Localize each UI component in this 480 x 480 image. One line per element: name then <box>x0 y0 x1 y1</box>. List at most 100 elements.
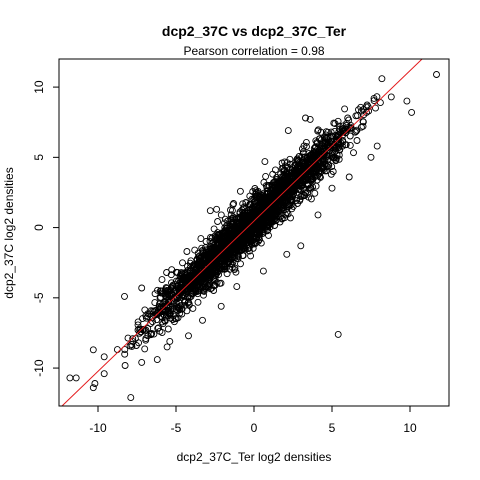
data-point-2214 <box>283 197 290 205</box>
data-point-1644 <box>307 184 315 192</box>
outlier-point-27 <box>147 330 155 338</box>
data-point-1112 <box>134 318 142 326</box>
outlier-point-58 <box>297 242 305 250</box>
data-point-958 <box>217 211 225 219</box>
data-point-2520 <box>148 330 156 337</box>
chart-subtitle: Pearson correlation = 0.98 <box>183 44 324 58</box>
data-point-2382 <box>164 286 172 294</box>
fit-line <box>61 59 423 406</box>
data-point-248 <box>124 334 132 342</box>
data-point-2478 <box>195 278 203 286</box>
outlier-point-59 <box>314 211 322 219</box>
data-point-2437 <box>238 246 245 254</box>
data-point-2291 <box>230 200 238 207</box>
data-point-138 <box>352 127 360 135</box>
data-point-156 <box>236 187 244 195</box>
data-point-1297 <box>350 149 357 157</box>
data-point-355 <box>189 304 197 312</box>
data-point-2428 <box>172 303 180 310</box>
data-point-2591 <box>258 230 266 237</box>
data-point-2561 <box>215 247 223 255</box>
data-point-2283 <box>220 229 228 237</box>
data-point-843 <box>247 252 255 260</box>
data-point-2548 <box>237 217 245 225</box>
data-point-2370 <box>228 264 236 272</box>
data-point-2082 <box>164 325 172 333</box>
data-point-1507 <box>217 279 225 287</box>
data-point-1497 <box>359 118 367 126</box>
outlier-point-2 <box>334 330 342 338</box>
data-point-1949 <box>293 158 301 166</box>
outlier-point-61 <box>345 173 353 181</box>
data-point-2511 <box>322 128 330 136</box>
data-point-2351 <box>328 140 336 148</box>
data-point-2503 <box>172 286 180 294</box>
x-tick-label-3: 5 <box>329 421 336 435</box>
data-point-2570 <box>286 183 293 191</box>
data-point-2583 <box>207 271 215 279</box>
data-point-2510 <box>331 127 339 135</box>
data-point-1007 <box>271 166 279 174</box>
data-point-1089 <box>198 244 206 252</box>
data-point-2381 <box>297 167 305 175</box>
outlier-point-41 <box>387 93 395 101</box>
data-point-2020 <box>183 273 191 281</box>
data-point-2231 <box>305 193 313 201</box>
data-point-1738 <box>201 285 209 292</box>
data-point-2467 <box>233 240 241 248</box>
outlier-point-43 <box>138 284 146 292</box>
data-point-117 <box>359 122 367 130</box>
outlier-point-25 <box>100 353 108 361</box>
outlier-point-23 <box>403 97 411 105</box>
outlier-point-62 <box>138 358 146 366</box>
data-point-1290 <box>357 103 365 111</box>
data-point-2587 <box>288 169 296 177</box>
data-point-1599 <box>353 126 361 134</box>
outlier-point-56 <box>259 267 267 275</box>
data-point-2477 <box>174 314 182 322</box>
outlier-point-29 <box>185 298 192 306</box>
data-point-2446 <box>252 187 260 195</box>
outlier-point-18 <box>306 115 314 123</box>
x-axis: -10 -5 0 5 10 <box>89 406 417 435</box>
data-point-2215 <box>208 284 216 292</box>
data-point-2442 <box>272 211 280 219</box>
data-point-2502 <box>316 145 324 153</box>
outlier-point-7 <box>89 384 97 392</box>
data-point-2171 <box>151 299 159 307</box>
data-point-2198 <box>221 265 229 273</box>
outlier-point-17 <box>302 114 309 122</box>
outlier-point-37 <box>316 135 323 143</box>
data-point-2568 <box>139 326 147 334</box>
outlier-point-20 <box>339 138 347 146</box>
chart-title: dcp2_37C vs dcp2_37C_Ter <box>162 23 347 39</box>
data-point-2078 <box>362 103 370 111</box>
data-point-1487 <box>372 104 379 112</box>
data-point-2595 <box>253 234 261 242</box>
data-point-2461 <box>292 197 300 205</box>
data-point-260 <box>341 105 349 113</box>
data-point-2543 <box>332 136 340 144</box>
data-point-1758 <box>137 328 145 336</box>
data-point-2365 <box>324 139 332 147</box>
x-axis-label: dcp2_37C_Ter log2 densities <box>177 450 332 464</box>
outlier-point-46 <box>174 269 182 276</box>
outlier-point-13 <box>183 248 191 255</box>
data-point-2472 <box>263 190 271 197</box>
data-point-2526 <box>333 154 340 162</box>
data-point-2549 <box>215 263 223 271</box>
data-point-2532 <box>303 176 311 184</box>
data-point-1976 <box>202 244 209 252</box>
data-point-2230 <box>264 210 272 218</box>
y-axis: -10 -5 0 5 10 <box>32 80 59 377</box>
data-point-2445 <box>318 151 326 159</box>
data-point-2341 <box>268 206 276 213</box>
outlier-point-64 <box>166 337 174 345</box>
data-point-2560 <box>313 162 321 170</box>
outlier-point-48 <box>195 259 203 267</box>
data-point-2034 <box>156 303 163 310</box>
outlier-point-39 <box>353 137 361 144</box>
data-point-2566 <box>245 203 253 211</box>
data-point-2544 <box>252 219 260 227</box>
